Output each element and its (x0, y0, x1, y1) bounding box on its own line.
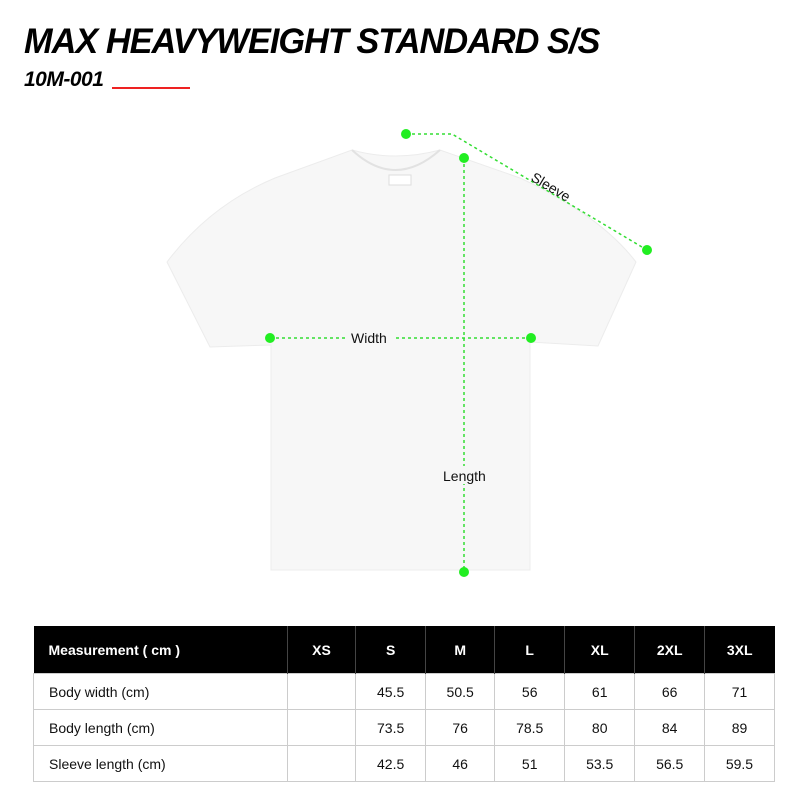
cell-value: 56 (494, 673, 565, 710)
tshirt-shape (166, 149, 637, 571)
sleeve-end-dot (642, 245, 652, 255)
width-left-dot (265, 333, 275, 343)
cell-value: 76 (424, 709, 496, 746)
cell-value: 59.5 (703, 745, 776, 782)
row-label: Body length (cm) (33, 709, 288, 746)
row-label: Sleeve length (cm) (33, 745, 288, 782)
width-label: Width (351, 330, 387, 346)
cell-value: 89 (703, 709, 776, 746)
table-row: Sleeve length (cm) 42.5 46 51 53.5 56.5 59.5 (33, 745, 776, 782)
cell-value: 45.5 (355, 673, 426, 710)
column-header: Measurement ( cm ) (33, 626, 288, 674)
cell-value: 51 (494, 745, 565, 782)
tshirt-diagram: Sleeve Width Length (166, 129, 652, 577)
cell-value: 71 (703, 673, 776, 710)
neck-label (388, 174, 412, 186)
column-header: 3XL (703, 626, 775, 674)
cell-value: 56.5 (634, 745, 705, 782)
size-table: Measurement ( cm ) XS S M L XL 2XL 3XL Body wid… (33, 626, 776, 782)
table-header-row: Measurement ( cm ) XS S M L XL 2XL 3XL (33, 626, 775, 674)
cell-value (286, 745, 357, 782)
cell-value: 46 (424, 745, 496, 782)
column-header: S (355, 626, 426, 674)
column-header: M (424, 626, 495, 674)
table-row: Body length (cm) 73.5 76 78.5 80 84 89 (33, 709, 776, 746)
cell-value (286, 709, 357, 746)
cell-value: 80 (563, 709, 636, 746)
cell-value: 73.5 (355, 709, 426, 746)
cell-value (286, 673, 357, 710)
column-header: L (494, 626, 565, 674)
table-row: Body width (cm) 45.5 50.5 56 61 66 71 (33, 673, 776, 710)
product-title: MAX HEAVYWEIGHT STANDARD S/S (24, 22, 600, 61)
cell-value: 66 (634, 673, 705, 710)
product-code: 10M-001 (24, 68, 104, 91)
width-right-dot (526, 333, 536, 343)
column-header: XS (286, 626, 356, 674)
length-top-dot (459, 153, 469, 163)
cell-value: 50.5 (424, 673, 496, 710)
column-header: 2XL (634, 626, 705, 674)
row-label: Body width (cm) (33, 673, 288, 710)
cell-value: 84 (634, 709, 705, 746)
cell-value: 53.5 (563, 745, 636, 782)
cell-value: 78.5 (494, 709, 565, 746)
cell-value: 42.5 (355, 745, 426, 782)
column-header: XL (563, 626, 635, 674)
accent-underline (112, 87, 190, 89)
collar (351, 149, 441, 171)
cell-value: 61 (563, 673, 636, 710)
sleeve-start-dot (401, 129, 411, 139)
length-label: Length (443, 468, 486, 484)
length-bottom-dot (459, 567, 469, 577)
